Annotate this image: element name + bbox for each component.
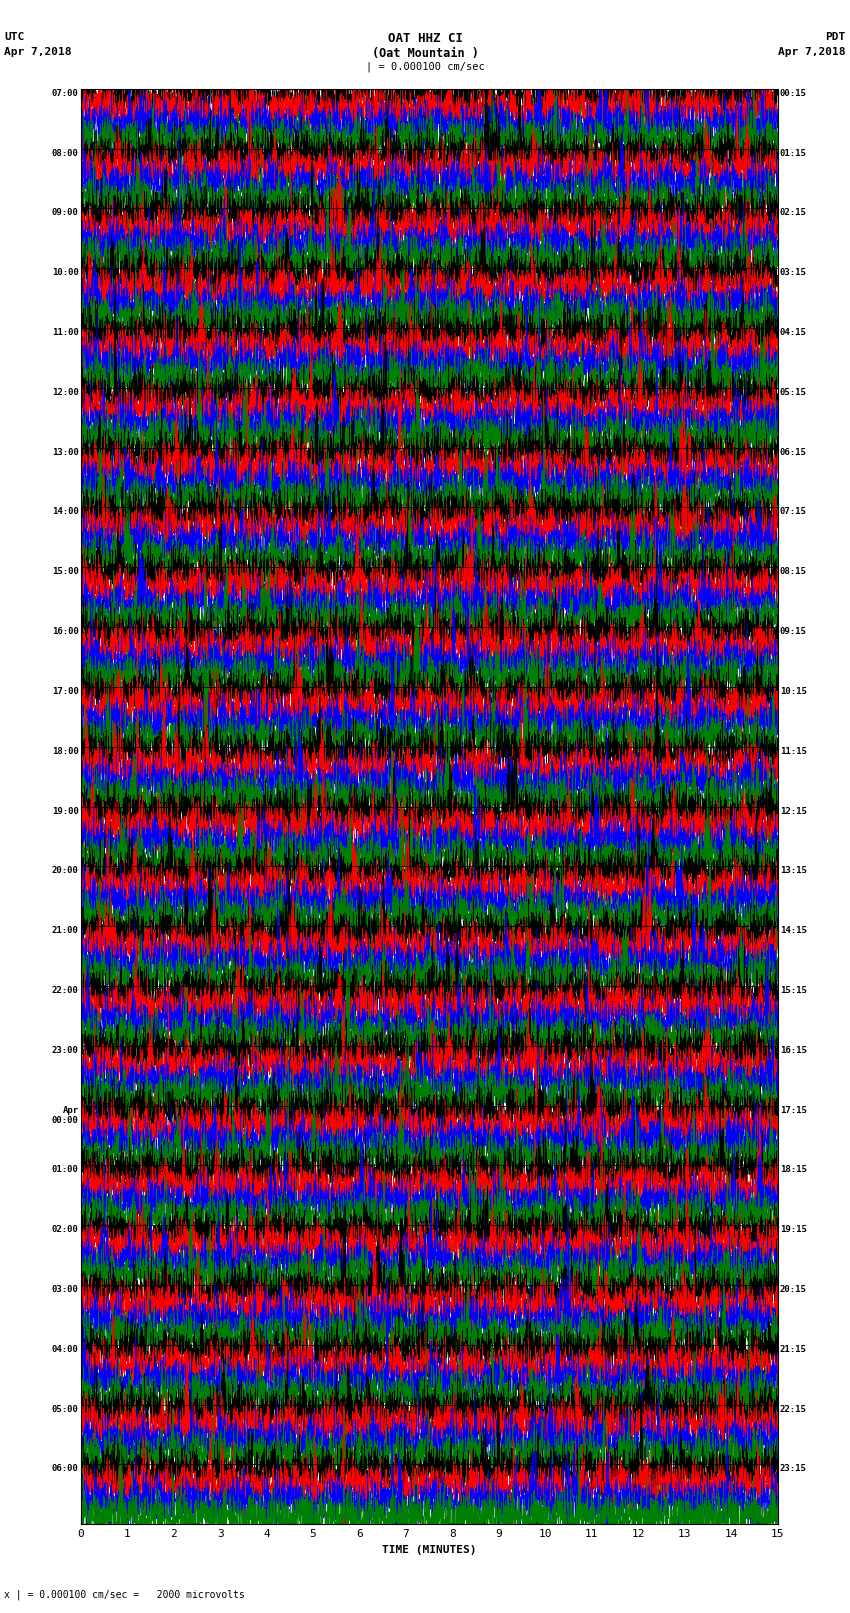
Text: Apr
00:00: Apr 00:00 bbox=[52, 1105, 79, 1124]
Text: 17:15: 17:15 bbox=[779, 1105, 807, 1115]
Text: 19:15: 19:15 bbox=[779, 1226, 807, 1234]
Text: | = 0.000100 cm/sec: | = 0.000100 cm/sec bbox=[366, 61, 484, 73]
Text: 12:00: 12:00 bbox=[52, 387, 79, 397]
Text: Apr 7,2018: Apr 7,2018 bbox=[4, 47, 71, 56]
Text: 23:15: 23:15 bbox=[779, 1465, 807, 1473]
Text: 14:15: 14:15 bbox=[779, 926, 807, 936]
Text: 22:00: 22:00 bbox=[52, 986, 79, 995]
Text: 06:00: 06:00 bbox=[52, 1465, 79, 1473]
Text: OAT HHZ CI: OAT HHZ CI bbox=[388, 32, 462, 45]
Text: 18:00: 18:00 bbox=[52, 747, 79, 755]
Text: 11:15: 11:15 bbox=[779, 747, 807, 755]
Text: 04:00: 04:00 bbox=[52, 1345, 79, 1353]
Text: 02:00: 02:00 bbox=[52, 1226, 79, 1234]
Text: 20:15: 20:15 bbox=[779, 1286, 807, 1294]
Text: 11:00: 11:00 bbox=[52, 327, 79, 337]
Text: x | = 0.000100 cm/sec =   2000 microvolts: x | = 0.000100 cm/sec = 2000 microvolts bbox=[4, 1589, 245, 1600]
Text: 15:00: 15:00 bbox=[52, 568, 79, 576]
Text: Apr 7,2018: Apr 7,2018 bbox=[779, 47, 846, 56]
Text: 08:15: 08:15 bbox=[779, 568, 807, 576]
Text: 21:15: 21:15 bbox=[779, 1345, 807, 1353]
Text: 03:15: 03:15 bbox=[779, 268, 807, 277]
Text: 16:15: 16:15 bbox=[779, 1045, 807, 1055]
X-axis label: TIME (MINUTES): TIME (MINUTES) bbox=[382, 1545, 477, 1555]
Text: 13:00: 13:00 bbox=[52, 448, 79, 456]
Text: (Oat Mountain ): (Oat Mountain ) bbox=[371, 47, 479, 60]
Text: 20:00: 20:00 bbox=[52, 866, 79, 876]
Text: 05:15: 05:15 bbox=[779, 387, 807, 397]
Text: 22:15: 22:15 bbox=[779, 1405, 807, 1413]
Text: 09:15: 09:15 bbox=[779, 627, 807, 636]
Text: 14:00: 14:00 bbox=[52, 508, 79, 516]
Text: 05:00: 05:00 bbox=[52, 1405, 79, 1413]
Text: 16:00: 16:00 bbox=[52, 627, 79, 636]
Text: 21:00: 21:00 bbox=[52, 926, 79, 936]
Text: 10:15: 10:15 bbox=[779, 687, 807, 695]
Text: UTC: UTC bbox=[4, 32, 25, 42]
Text: 15:15: 15:15 bbox=[779, 986, 807, 995]
Text: 12:15: 12:15 bbox=[779, 806, 807, 816]
Text: 08:00: 08:00 bbox=[52, 148, 79, 158]
Text: PDT: PDT bbox=[825, 32, 846, 42]
Text: 04:15: 04:15 bbox=[779, 327, 807, 337]
Text: 01:15: 01:15 bbox=[779, 148, 807, 158]
Text: 19:00: 19:00 bbox=[52, 806, 79, 816]
Text: 09:00: 09:00 bbox=[52, 208, 79, 218]
Text: 01:00: 01:00 bbox=[52, 1165, 79, 1174]
Text: 07:15: 07:15 bbox=[779, 508, 807, 516]
Text: 18:15: 18:15 bbox=[779, 1165, 807, 1174]
Text: 03:00: 03:00 bbox=[52, 1286, 79, 1294]
Text: 06:15: 06:15 bbox=[779, 448, 807, 456]
Text: 02:15: 02:15 bbox=[779, 208, 807, 218]
Text: 07:00: 07:00 bbox=[52, 89, 79, 98]
Text: 00:15: 00:15 bbox=[779, 89, 807, 98]
Text: 23:00: 23:00 bbox=[52, 1045, 79, 1055]
Text: 10:00: 10:00 bbox=[52, 268, 79, 277]
Text: 13:15: 13:15 bbox=[779, 866, 807, 876]
Text: 17:00: 17:00 bbox=[52, 687, 79, 695]
